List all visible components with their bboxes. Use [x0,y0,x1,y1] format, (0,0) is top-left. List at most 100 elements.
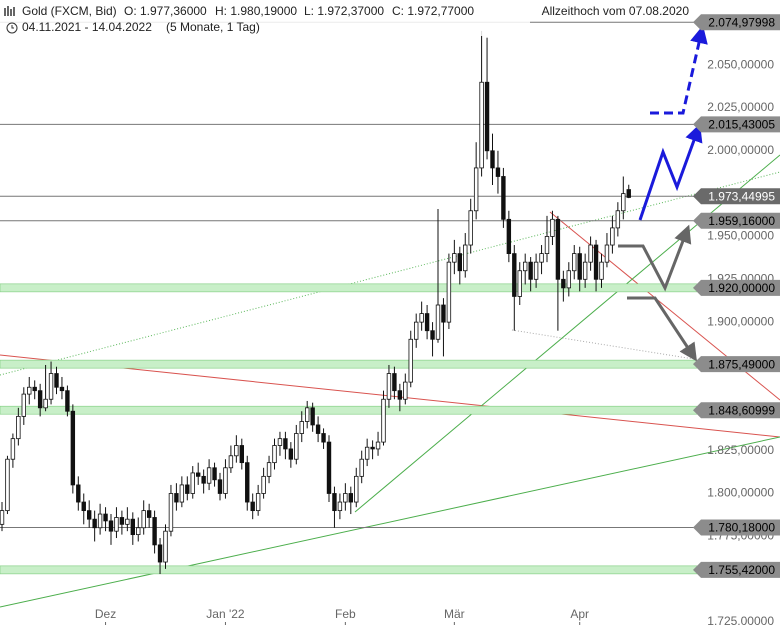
candle-body [484,81,490,152]
y-tick-label: 1.825,00000 [707,443,774,457]
candle-body [37,390,43,409]
candle-body [408,338,413,383]
candle-body [359,458,364,477]
candle-body [577,253,582,280]
candle-body [299,421,304,434]
level-label: 1.755,42000 [708,563,775,577]
candle-body [261,475,266,494]
quote: O: 1.977,36000 [124,4,207,18]
axis-labels: 2.050,00000 2.025,00000 2.000,00000 1.950,0… [95,14,780,625]
level-tag [693,402,780,419]
candle-body [152,517,157,546]
candle-body [572,253,577,272]
candle-body [457,253,462,272]
level-tag [693,356,780,373]
candle-body [146,510,152,518]
candle-body [272,445,277,464]
forecast-arrow [627,296,697,362]
x-tick-label: Feb [335,607,356,621]
candle-body [375,441,381,450]
level-tag [693,188,780,205]
icon [11,25,14,29]
x-tick-label: Mär [444,607,465,621]
candle-body [65,390,70,412]
candle-body [315,424,321,434]
level-tag [693,279,780,296]
candle-body [446,261,452,323]
x-tick-label: Dez [95,607,116,621]
candle-body [239,445,244,464]
forecast-arrow [650,25,708,115]
candle-body [81,501,86,512]
y-tick-label: 2.050,00000 [707,57,774,71]
candle-body [413,321,419,340]
candle-body [59,386,65,392]
interval: (5 Monate, 1 Tag) [166,20,260,34]
candle-body [561,278,566,289]
candle-body [397,390,403,400]
quote: C: 1.972,77000 [392,4,474,18]
candle-body [206,467,212,484]
candle-body [217,479,223,494]
candle-body [108,520,114,532]
candle-body [250,501,255,512]
candle-body [223,467,228,494]
candle-body [43,398,48,409]
trend-line [0,436,780,608]
candle-body [201,475,206,484]
candle-body [70,410,76,486]
candle-body [103,513,108,522]
candle-body [615,210,621,229]
candle-body [76,484,81,503]
level-label: 2.015,43005 [708,118,775,132]
level-band [0,565,698,575]
candle-body [304,407,310,422]
candle-body [430,330,435,340]
period: 04.11.2021 - 14.04.2022 [22,20,152,34]
x-tick-label: Jan '22 [206,607,245,621]
candle-body [130,518,135,536]
candle-body [610,227,615,246]
x-tick-label: Apr [570,607,589,621]
candle-body [621,193,626,212]
candle-body [517,270,522,297]
forecast-arrow [638,123,703,221]
plot [0,21,698,625]
candle-body [566,270,571,289]
trend-line [0,171,780,376]
y-tick-label: 1.900,00000 [707,314,774,328]
candle-body [255,493,261,512]
arrows [618,25,708,362]
candle-body [539,253,544,263]
candle-body [157,544,163,563]
candle-body [87,510,92,520]
level-label: 1.875,49000 [708,357,775,371]
y-tick-label: 1.725,00000 [707,614,774,625]
candle-body [195,472,201,477]
candle-body [310,407,315,426]
y-tick-label: 2.000,00000 [707,143,774,157]
candle-body [533,261,539,280]
candle-body [179,484,185,503]
candle-body [0,510,5,525]
level-label: 2.074,97998 [708,15,775,29]
candle-body [326,441,332,494]
y-tick-label: 1.800,00000 [707,486,774,500]
candle-body [354,475,359,503]
candle-body [288,448,294,460]
level-tag [693,561,780,578]
level-label: 1.780,18000 [708,521,775,535]
candle-body [234,445,239,457]
candle-body [512,253,517,297]
candle-body [555,218,561,280]
candle-body [441,304,446,323]
candle-body [473,167,479,212]
icon [4,6,15,16]
level-band [0,359,698,369]
candle-body [21,393,26,417]
header-bg [0,0,530,36]
annotation: Allzeithoch vom 07.08.2020 [542,4,690,18]
candle-body [506,218,512,254]
